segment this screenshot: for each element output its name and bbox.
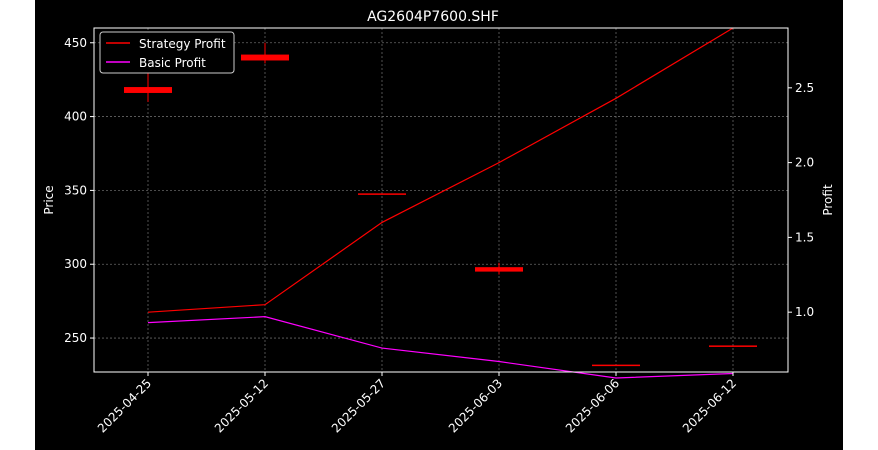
grid	[94, 28, 788, 372]
left-axis: 250 300 350 400 450	[64, 36, 94, 345]
legend-label-strategy-profit: Strategy Profit	[139, 37, 226, 51]
candle-body	[358, 193, 406, 195]
right-tick-label: 2.0	[795, 156, 814, 170]
left-tick-label: 450	[64, 36, 87, 50]
candles	[124, 42, 757, 367]
candle-body	[592, 364, 640, 367]
right-tick-label: 1.5	[795, 230, 814, 244]
candle-body	[241, 54, 289, 61]
x-tick-label: 2025-06-03	[446, 376, 505, 435]
right-axis-label: Profit	[821, 184, 835, 216]
chart-title: AG2604P7600.SHF	[367, 9, 499, 25]
x-tick-label: 2025-06-12	[680, 376, 739, 435]
right-axis: 1.0 1.5 2.0 2.5	[788, 81, 814, 319]
plot-frame	[93, 27, 789, 373]
x-axis: 2025-04-25 2025-05-12 2025-05-27 2025-06-03…	[95, 372, 739, 435]
left-tick-label: 300	[64, 257, 87, 271]
left-tick-label: 350	[64, 183, 87, 197]
profit-lines	[147, 27, 734, 379]
right-tick-label: 1.0	[795, 305, 814, 319]
strategy-profit-line	[147, 27, 734, 313]
candle-body	[475, 267, 523, 272]
left-tick-label: 250	[64, 331, 87, 345]
legend-box	[99, 31, 235, 74]
candle-body	[124, 87, 172, 93]
x-tick-label: 2025-04-25	[95, 376, 154, 435]
x-tick-label: 2025-05-27	[329, 376, 388, 435]
x-tick-label: 2025-06-06	[563, 376, 622, 435]
left-tick-label: 400	[64, 110, 87, 124]
candle-body	[709, 345, 757, 347]
legend: Strategy Profit Basic Profit	[99, 31, 235, 74]
legend-label-basic-profit: Basic Profit	[139, 56, 206, 70]
x-tick-label: 2025-05-12	[212, 376, 271, 435]
chart-svg: AG2604P7600.SHF 250 300 350 400 450 1.0 1.5 2.…	[42, 9, 835, 435]
right-tick-label: 2.5	[795, 81, 814, 95]
basic-profit-line	[147, 316, 734, 379]
chart-figure: AG2604P7600.SHF 250 300 350 400 450 1.0 1.5 2.…	[35, 0, 843, 450]
left-axis-label: Price	[42, 185, 56, 214]
